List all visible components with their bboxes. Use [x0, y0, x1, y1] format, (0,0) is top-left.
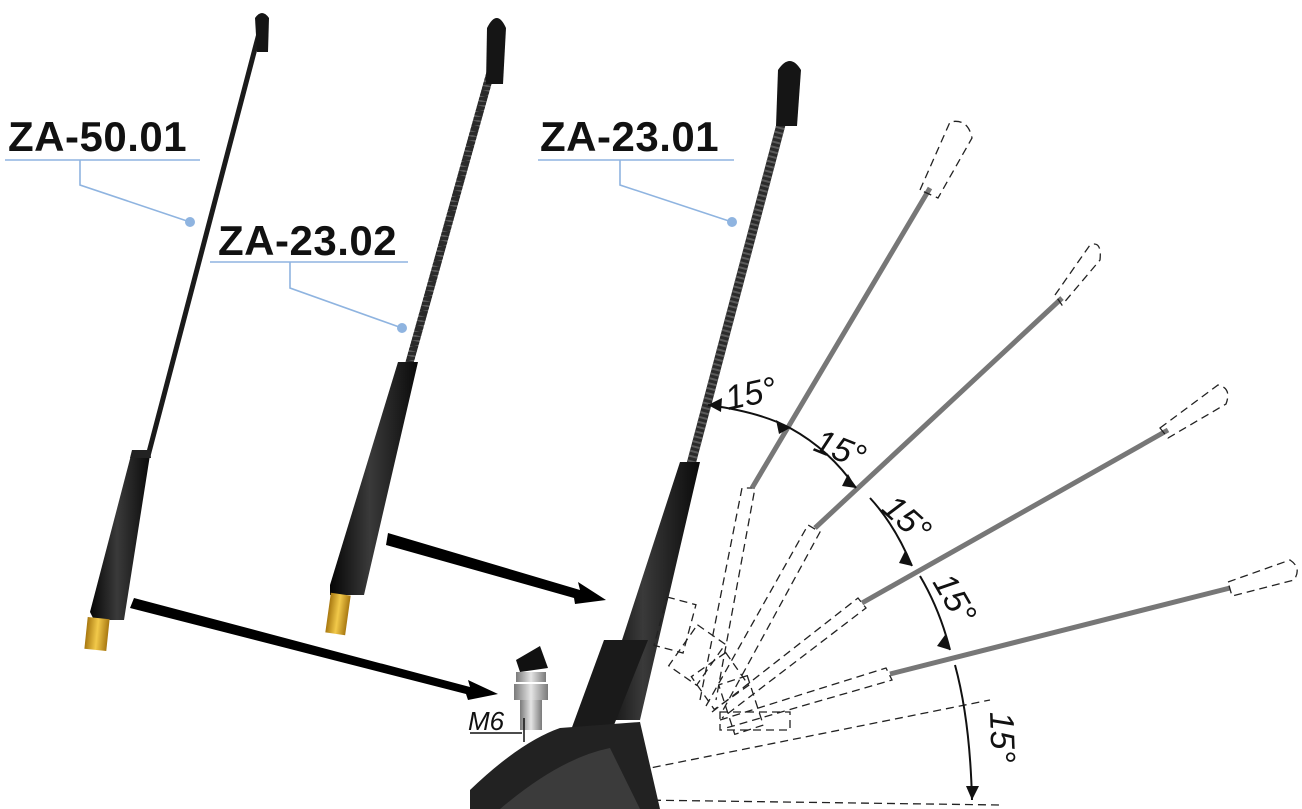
antenna-za2302	[325, 18, 506, 636]
angle-label-4: 15°	[925, 567, 984, 631]
angle-label-1: 15°	[722, 370, 780, 418]
m6-connector	[470, 646, 548, 742]
tilt-positions	[639, 120, 1298, 806]
leader-lines	[5, 159, 734, 329]
leader-dots	[185, 217, 737, 333]
label-za5001: ZA-50.01	[8, 113, 188, 160]
label-za2302: ZA-23.02	[218, 217, 398, 264]
angle-label-2: 15°	[809, 422, 871, 476]
thread-label: M6	[468, 706, 505, 736]
arrows	[130, 533, 606, 700]
antenna-za2301	[470, 61, 801, 809]
angle-label-3: 15°	[875, 488, 939, 551]
angle-label-5: 15°	[982, 711, 1022, 764]
label-za2301: ZA-23.01	[540, 113, 720, 160]
antenna-za5001	[84, 13, 269, 652]
angle-arrowheads	[708, 398, 979, 800]
